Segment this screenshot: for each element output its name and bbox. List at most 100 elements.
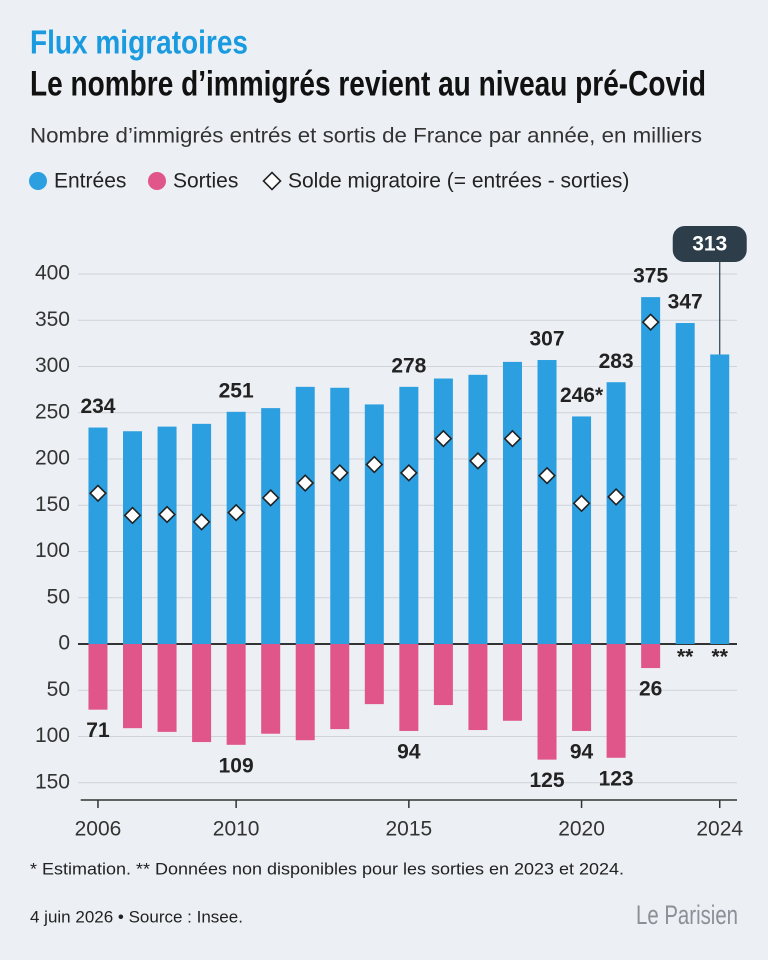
value-label: 283 xyxy=(599,350,634,373)
legend-swatch xyxy=(29,172,47,190)
y-tick-label: 350 xyxy=(35,308,70,331)
solde-marker xyxy=(261,488,280,507)
bar xyxy=(468,644,488,731)
solde-marker xyxy=(330,463,349,482)
value-label: 347 xyxy=(668,291,703,314)
bar xyxy=(88,427,108,644)
solde-marker xyxy=(434,429,453,448)
bar xyxy=(399,386,419,644)
solde-marker xyxy=(227,503,246,522)
solde-marker xyxy=(192,512,211,531)
solde-marker xyxy=(503,429,522,448)
value-label: 94 xyxy=(570,740,594,763)
bar xyxy=(226,644,246,745)
y-tick-label: 0 xyxy=(58,632,70,655)
value-label: 307 xyxy=(529,328,564,351)
value-label: 109 xyxy=(219,754,254,777)
bar xyxy=(572,416,592,644)
value-label: 94 xyxy=(397,740,421,763)
bar xyxy=(502,644,522,721)
solde-marker xyxy=(399,463,418,482)
y-tick-label: 250 xyxy=(35,400,70,423)
y-tick-label: 150 xyxy=(35,493,70,516)
y-tick-label: 100 xyxy=(35,724,70,747)
value-label: 251 xyxy=(219,379,254,402)
value-label: 125 xyxy=(529,769,564,792)
value-label: 375 xyxy=(633,265,668,288)
bar xyxy=(433,378,453,644)
y-tick-label: 400 xyxy=(35,262,70,285)
bar xyxy=(468,374,488,644)
notes: * Estimation. ** Données non disponibles… xyxy=(30,859,624,878)
callout-box xyxy=(672,226,747,262)
solde-marker xyxy=(123,506,142,525)
bar xyxy=(123,431,143,644)
bar xyxy=(675,323,695,644)
value-label: 313 xyxy=(692,233,727,256)
bar xyxy=(157,644,177,732)
bar xyxy=(606,382,626,644)
x-tick-label: 2024 xyxy=(696,818,743,841)
x-tick-label: 2015 xyxy=(385,818,432,841)
value-label: 278 xyxy=(391,354,426,377)
kicker: Flux migratoires xyxy=(30,24,248,61)
x-tick-label: 2006 xyxy=(75,818,122,841)
solde-marker xyxy=(538,466,556,485)
solde-marker xyxy=(641,313,660,332)
solde-marker xyxy=(296,474,315,492)
x-tick-label: 2020 xyxy=(558,818,605,841)
bar xyxy=(192,423,212,644)
legend-swatch xyxy=(148,172,166,190)
solde-marker xyxy=(572,494,591,513)
bar xyxy=(157,426,177,644)
y-tick-label: 50 xyxy=(47,585,70,608)
solde-marker xyxy=(89,484,107,503)
legend-label: Sorties xyxy=(173,170,238,193)
bar xyxy=(261,644,281,734)
y-tick-label: 50 xyxy=(47,678,70,701)
bar xyxy=(123,644,143,729)
y-tick-label: 150 xyxy=(35,770,70,793)
value-label: 71 xyxy=(86,719,110,742)
legend-label: Entrées xyxy=(54,170,126,193)
legend-label: Solde migratoire (= entrées - sorties) xyxy=(288,170,629,193)
x-tick-label: 2010 xyxy=(213,818,260,841)
solde-marker xyxy=(469,451,487,470)
value-label: 246* xyxy=(560,384,604,407)
bar xyxy=(192,644,212,743)
bar xyxy=(364,644,384,705)
bar xyxy=(606,644,626,758)
bar xyxy=(710,354,730,644)
bar xyxy=(641,297,661,644)
bar xyxy=(537,360,557,644)
y-tick-label: 200 xyxy=(35,447,70,470)
solde-marker xyxy=(607,488,626,506)
value-label: ** xyxy=(677,646,694,669)
bar xyxy=(572,644,592,731)
bar xyxy=(330,387,350,644)
bar xyxy=(502,361,522,644)
y-tick-label: 100 xyxy=(35,539,70,562)
legend-swatch xyxy=(262,171,282,191)
bar xyxy=(641,644,661,669)
value-label: 234 xyxy=(80,395,115,418)
bar xyxy=(295,386,315,644)
subtitle: Nombre d’immigrés entrés et sortis de Fr… xyxy=(30,125,702,148)
bar xyxy=(261,408,281,644)
bar xyxy=(330,644,350,730)
bar xyxy=(399,644,419,731)
solde-marker xyxy=(158,505,176,524)
bar xyxy=(226,411,246,644)
value-label: 123 xyxy=(599,767,634,790)
bar xyxy=(537,644,557,760)
bar xyxy=(433,644,453,706)
logo: Le Parisien xyxy=(636,900,738,930)
value-label: ** xyxy=(712,646,729,669)
bar xyxy=(88,644,108,710)
y-tick-label: 300 xyxy=(35,354,70,377)
bar xyxy=(364,404,384,644)
solde-marker xyxy=(365,455,384,474)
value-label: 26 xyxy=(639,678,662,701)
source: 4 juin 2026 • Source : Insee. xyxy=(30,907,243,926)
